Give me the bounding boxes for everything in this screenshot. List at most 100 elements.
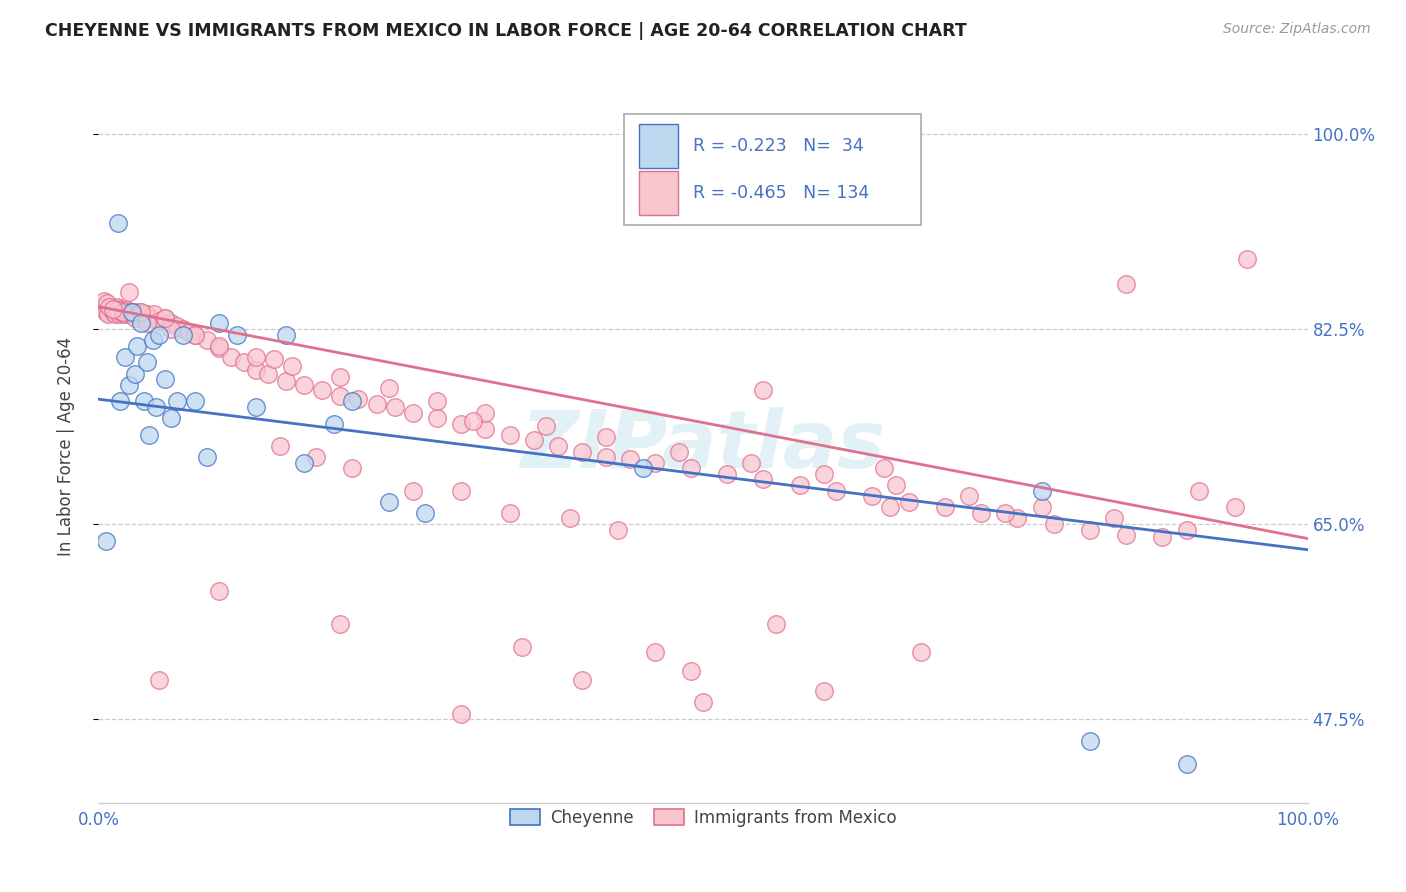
Point xyxy=(115,307,138,322)
Point xyxy=(1007,511,1029,525)
Point xyxy=(245,400,267,414)
Point xyxy=(402,405,425,419)
Point xyxy=(96,296,118,310)
Point xyxy=(208,341,231,355)
Point xyxy=(160,316,183,330)
Point xyxy=(108,301,131,316)
Legend: Cheyenne, Immigrants from Mexico: Cheyenne, Immigrants from Mexico xyxy=(503,803,903,834)
Point xyxy=(1031,483,1053,498)
Point xyxy=(1223,500,1246,515)
Point xyxy=(510,640,533,654)
Point xyxy=(226,327,249,342)
Point xyxy=(124,367,146,381)
Point xyxy=(153,372,176,386)
Point xyxy=(263,351,285,366)
Point xyxy=(463,414,485,428)
Point xyxy=(100,300,122,314)
Point xyxy=(208,338,231,352)
Point xyxy=(124,305,146,319)
Text: CHEYENNE VS IMMIGRANTS FROM MEXICO IN LABOR FORCE | AGE 20-64 CORRELATION CHART: CHEYENNE VS IMMIGRANTS FROM MEXICO IN LA… xyxy=(45,22,967,40)
Point xyxy=(100,301,122,316)
Point xyxy=(377,494,399,508)
Point xyxy=(131,307,153,322)
Point xyxy=(384,400,406,414)
Point xyxy=(153,310,176,325)
Point xyxy=(934,500,956,515)
Point xyxy=(114,350,136,364)
FancyBboxPatch shape xyxy=(638,124,678,169)
Point xyxy=(1078,523,1101,537)
Point xyxy=(329,369,352,384)
Point xyxy=(121,305,143,319)
Point xyxy=(111,303,134,318)
Point xyxy=(97,307,120,322)
Point xyxy=(153,310,176,325)
Point xyxy=(860,489,883,503)
Point xyxy=(377,381,399,395)
Point xyxy=(107,305,129,319)
Point xyxy=(498,427,520,442)
Point xyxy=(426,411,449,425)
Point xyxy=(595,450,617,465)
Point xyxy=(292,456,315,470)
Point xyxy=(1236,252,1258,266)
Point xyxy=(1115,277,1137,292)
Point xyxy=(366,396,388,410)
Point xyxy=(752,384,775,398)
Point xyxy=(994,506,1017,520)
Point xyxy=(184,327,207,342)
Point xyxy=(139,310,162,325)
Y-axis label: In Labor Force | Age 20-64: In Labor Force | Age 20-64 xyxy=(56,336,75,556)
Point xyxy=(127,338,149,352)
Point xyxy=(160,411,183,425)
Point xyxy=(114,305,136,319)
Point xyxy=(94,305,117,319)
Point xyxy=(179,325,201,339)
Point xyxy=(108,307,131,322)
Point xyxy=(184,327,207,342)
Text: R = -0.223   N=  34: R = -0.223 N= 34 xyxy=(693,137,865,155)
Point xyxy=(124,310,146,325)
Point xyxy=(323,417,346,431)
Point xyxy=(619,452,641,467)
Point xyxy=(221,350,243,364)
Point xyxy=(148,327,170,342)
Point xyxy=(329,617,352,632)
Point xyxy=(825,483,848,498)
Point xyxy=(245,363,267,377)
Point xyxy=(274,327,297,342)
Point xyxy=(607,523,630,537)
Point xyxy=(274,374,297,388)
Point xyxy=(134,394,156,409)
Point xyxy=(813,467,835,481)
Point xyxy=(873,461,896,475)
Point xyxy=(813,684,835,698)
Point xyxy=(195,450,218,465)
Point xyxy=(128,305,150,319)
Point xyxy=(94,533,117,548)
FancyBboxPatch shape xyxy=(624,114,921,225)
Point xyxy=(148,314,170,328)
Point xyxy=(172,327,194,342)
Point xyxy=(101,305,124,319)
Point xyxy=(292,377,315,392)
Point xyxy=(98,300,121,314)
Point xyxy=(910,645,932,659)
Text: R = -0.465   N= 134: R = -0.465 N= 134 xyxy=(693,184,869,202)
Point xyxy=(105,300,128,314)
Point xyxy=(644,456,666,470)
Point xyxy=(91,300,114,314)
Point xyxy=(329,389,352,403)
Point xyxy=(101,301,124,316)
Point xyxy=(184,394,207,409)
Point xyxy=(450,483,472,498)
Point xyxy=(571,673,593,688)
Point xyxy=(679,664,702,678)
Point xyxy=(232,355,254,369)
Point xyxy=(160,322,183,336)
Point xyxy=(426,394,449,409)
Point xyxy=(118,305,141,319)
Point xyxy=(1175,523,1198,537)
Point xyxy=(752,473,775,487)
Point xyxy=(118,285,141,299)
